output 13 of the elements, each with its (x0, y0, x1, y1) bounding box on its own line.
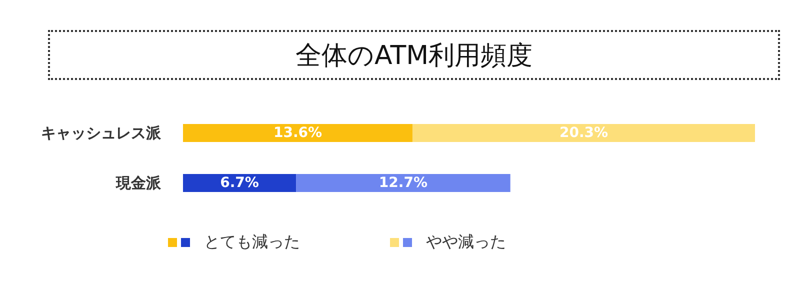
data-label: 12.7% (378, 175, 428, 191)
chart-title: 全体のATM利用頻度 (48, 30, 780, 80)
y-tick-label: キャッシュレス派 (41, 124, 162, 142)
legend-label: とても減った (204, 232, 300, 253)
data-label: 13.6% (273, 125, 322, 141)
data-label: 20.3% (559, 125, 608, 141)
legend-label: やや減った (426, 232, 506, 253)
bar (296, 174, 510, 192)
data-label: 6.7% (220, 175, 259, 191)
bar (183, 174, 296, 192)
bar (183, 124, 412, 142)
y-tick-label: 現金派 (115, 174, 162, 192)
bar (412, 124, 755, 142)
